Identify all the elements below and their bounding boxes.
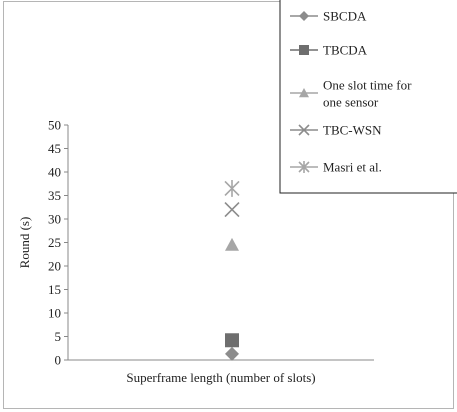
legend-label: one sensor [323, 95, 379, 110]
y-tick-label: 5 [55, 329, 62, 344]
x-axis-title: Superframe length (number of slots) [126, 370, 315, 385]
y-tick-label: 50 [48, 118, 61, 133]
legend-marker [299, 45, 309, 55]
data-point-masri-et-al [224, 180, 240, 197]
y-tick-label: 10 [48, 306, 61, 321]
y-axis-title: Round (s) [17, 217, 32, 269]
y-tick-label: 20 [48, 259, 61, 274]
legend-label: TBC-WSN [323, 123, 382, 138]
y-tick-label: 35 [48, 188, 61, 203]
legend-label: One slot time for [323, 78, 412, 93]
data-point-one-slot-time-for-one-sensor [225, 237, 239, 251]
legend-label: TBCDA [323, 43, 368, 58]
y-tick-label: 45 [48, 141, 61, 156]
data-point-tbcda [225, 333, 239, 348]
y-tick-label: 15 [48, 282, 61, 297]
legend-marker [298, 161, 310, 173]
plot-area: 0 5 10 15 20 25 30 35 40 45 50 [48, 118, 374, 368]
legend-label: Masri et al. [323, 160, 382, 175]
legend-marker [299, 88, 309, 98]
legend-marker [299, 11, 309, 21]
legend-marker [298, 124, 310, 136]
data-markers [224, 180, 240, 361]
y-tick-label: 30 [48, 212, 61, 227]
legend-box [279, 0, 457, 194]
legend: SBCDA TBCDA One slot time for one sensor TBC… [279, 0, 457, 194]
y-tick-label: 40 [48, 165, 61, 180]
y-ticks: 0 5 10 15 20 25 30 35 40 45 50 [48, 118, 68, 368]
legend-label: SBCDA [323, 9, 367, 24]
y-tick-label: 0 [55, 353, 62, 368]
data-point-tbc-wsn [224, 202, 240, 218]
data-point-sbcda [225, 346, 239, 361]
y-tick-label: 25 [48, 235, 61, 250]
